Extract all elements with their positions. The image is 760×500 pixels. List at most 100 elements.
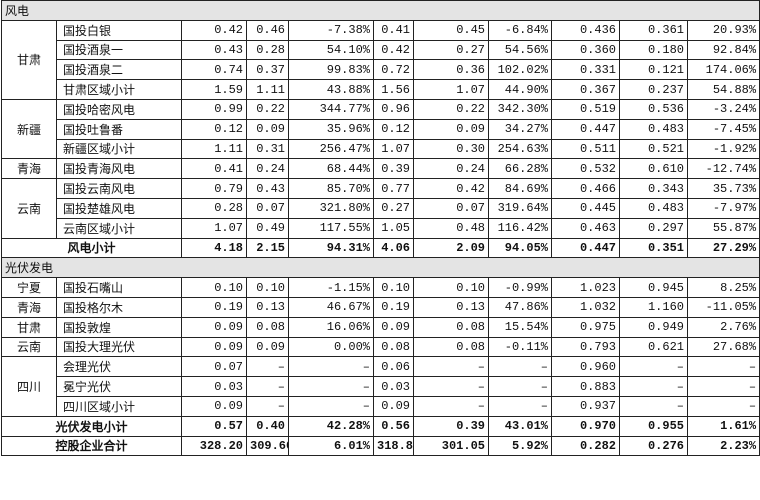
cell-value: 0.09 <box>246 336 289 358</box>
cell-value: 117.55% <box>288 217 374 239</box>
cell-value: 0.883 <box>551 376 620 397</box>
cell-value: 2.23% <box>686 435 760 457</box>
cell-value: 0.447 <box>551 237 620 259</box>
cell-value: 0.39 <box>373 158 414 180</box>
cell-value: 94.31% <box>288 237 374 259</box>
cell-value: 99.83% <box>288 59 374 81</box>
cell-value: 0.521 <box>619 138 688 160</box>
cell-value: 0.22 <box>246 98 289 120</box>
cell-value: 0.793 <box>551 336 620 358</box>
cell-value: 0.96 <box>373 98 414 120</box>
cell-value: 0.08 <box>246 316 289 338</box>
total-label: 控股企业合计 <box>1 435 182 457</box>
cell-value: 319.64% <box>488 197 552 219</box>
cell-value: 2.76% <box>686 316 760 338</box>
cell-value: 0.12 <box>181 118 247 140</box>
cell-value: 0.39 <box>413 415 489 437</box>
cell-value: 54.88% <box>686 79 760 100</box>
cell-value: 0.42 <box>373 39 414 61</box>
cell-value: 84.69% <box>488 178 552 199</box>
cell-value: 0.536 <box>619 98 688 120</box>
cell-value: 4.06 <box>373 237 414 259</box>
cell-value: 344.77% <box>288 98 374 120</box>
cell-value: 0.511 <box>551 138 620 160</box>
cell-value: 68.44% <box>288 158 374 180</box>
cell-value: 0.03 <box>373 376 414 397</box>
cell-value: 254.63% <box>488 138 552 160</box>
cell-value: 0.43 <box>246 178 289 199</box>
cell-value: 1.56 <box>373 79 414 100</box>
cell-value: 0.519 <box>551 98 620 120</box>
cell-value: 46.67% <box>288 296 374 318</box>
cell-value: 0.532 <box>551 158 620 180</box>
cell-value: – <box>686 356 760 378</box>
cell-value: -7.38% <box>288 19 374 41</box>
cell-value: 0.367 <box>551 79 620 100</box>
cell-value: 0.360 <box>551 39 620 61</box>
cell-value: 0.445 <box>551 197 620 219</box>
cell-value: – <box>488 395 552 417</box>
cell-value: 1.032 <box>551 296 620 318</box>
cell-value: 44.90% <box>488 79 552 100</box>
cell-value: 1.61% <box>686 415 760 437</box>
cell-value: 0.960 <box>551 356 620 378</box>
cell-value: 0.08 <box>373 336 414 358</box>
cell-value: 0.975 <box>551 316 620 338</box>
data-row: 青海 国投格尔木 0.19 0.13 46.67% 0.19 0.13 47.86% 1.032… <box>1 296 760 318</box>
cell-value: 1.05 <box>373 217 414 239</box>
cell-value: 0.276 <box>619 435 688 457</box>
cell-value: -1.92% <box>686 138 760 160</box>
cell-value: 0.09 <box>181 395 247 417</box>
section-title: 光伏发电 <box>0 257 760 279</box>
cell-value: 0.06 <box>373 356 414 378</box>
cell-value: 2.09 <box>413 237 489 259</box>
cell-value: -0.99% <box>488 277 552 298</box>
cell-value: 0.447 <box>551 118 620 140</box>
cell-value: 0.610 <box>619 158 688 180</box>
cell-value: 0.22 <box>413 98 489 120</box>
cell-value: 1.07 <box>181 217 247 239</box>
data-row: 新疆 国投哈密风电 0.99 0.22 344.77% 0.96 0.22 342.30% 0.… <box>1 98 760 160</box>
plant-name: 国投楚雄风电 <box>56 197 182 219</box>
cell-value: 0.13 <box>246 296 289 318</box>
cell-value: 0.79 <box>181 178 247 199</box>
region: 云南 <box>1 178 57 239</box>
cell-value: 6.01% <box>288 435 374 457</box>
data-row: 甘肃 国投白银 0.42 0.46 -7.38% 0.41 0.45 -6.84% 0.436 0… <box>1 19 760 100</box>
cell-value: 0.41 <box>373 19 414 41</box>
cell-value: 0.30 <box>413 138 489 160</box>
cell-value: 0.12 <box>373 118 414 140</box>
cell-value: 0.10 <box>181 277 247 298</box>
cell-value: 0.08 <box>413 336 489 358</box>
cell-value: -12.74% <box>686 158 760 180</box>
cell-value: 0.09 <box>373 395 414 417</box>
plant-name: 国投哈密风电 <box>56 98 182 120</box>
section-row: 风电 <box>0 0 760 21</box>
subtotal-row: 光伏发电小计 0.57 0.40 42.28% 0.56 0.39 43.01% 0.970 0… <box>1 415 760 437</box>
cell-value: 0.08 <box>413 316 489 338</box>
cell-value: 0.56 <box>373 415 414 437</box>
cell-value: 0.10 <box>373 277 414 298</box>
cell-value: 15.54% <box>488 316 552 338</box>
cell-value: 47.86% <box>488 296 552 318</box>
cell-value: 27.29% <box>686 237 760 259</box>
cell-value: 85.70% <box>288 178 374 199</box>
cell-value: -7.45% <box>686 118 760 140</box>
cell-value: 0.07 <box>181 356 247 378</box>
cell-value: 0.36 <box>413 59 489 81</box>
plant-name: 国投大理光伏 <box>56 336 182 358</box>
cell-value: 0.945 <box>619 277 688 298</box>
cell-value: 0.237 <box>619 79 688 100</box>
plant-name: 冕宁光伏 <box>56 376 182 397</box>
cell-value: 92.84% <box>686 39 760 61</box>
cell-value: 0.483 <box>619 197 688 219</box>
total-row: 控股企业合计328.20309.606.01%318.88301.055.92%… <box>1 435 760 457</box>
cell-value: 102.02% <box>488 59 552 81</box>
cell-value: 0.466 <box>551 178 620 199</box>
cell-value: 4.18 <box>181 237 247 259</box>
cell-value: 309.60 <box>246 435 289 457</box>
plant-name: 国投云南风电 <box>56 178 182 199</box>
region: 青海 <box>1 296 57 318</box>
plant-name: 国投酒泉二 <box>56 59 182 81</box>
